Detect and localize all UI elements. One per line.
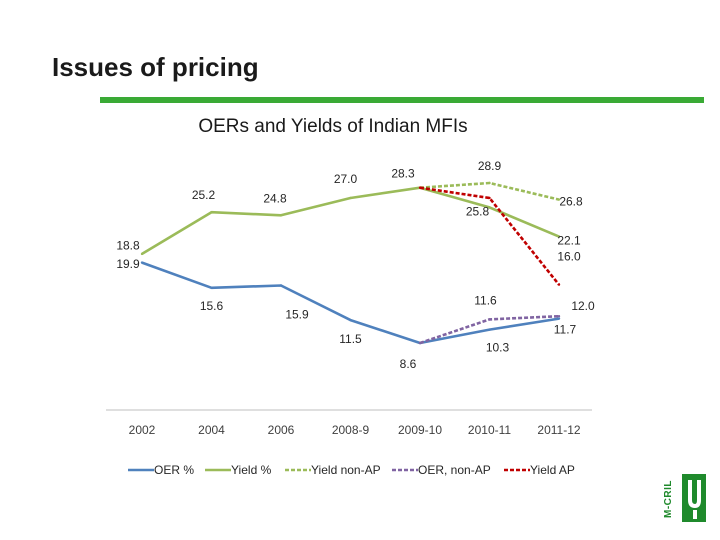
data-label: 18.8 (116, 239, 140, 253)
data-point (488, 318, 491, 321)
data-label: 8.6 (400, 357, 417, 371)
data-point (557, 317, 561, 320)
page-title: Issues of pricing (52, 52, 259, 82)
chart-title: OERs and Yields of Indian MFIs (198, 116, 468, 137)
data-point (557, 283, 561, 286)
data-label: 15.6 (200, 299, 224, 313)
data-point (488, 206, 491, 209)
mcril-logo-icon (664, 470, 708, 526)
data-label: 25.2 (192, 188, 216, 202)
data-point (210, 210, 213, 214)
data-point (488, 328, 491, 331)
data-point (349, 196, 352, 200)
data-label: 11.7 (554, 323, 577, 337)
data-label: 22.1 (557, 234, 581, 248)
data-point (418, 186, 422, 189)
legend-label: Yield non-AP (311, 463, 381, 477)
data-point (557, 235, 561, 238)
data-label: 15.9 (285, 307, 309, 321)
data-point (279, 214, 283, 217)
x-tick-label: 2010-11 (468, 423, 511, 437)
data-point (557, 198, 561, 201)
data-point (488, 181, 491, 185)
x-tick-label: 2006 (268, 423, 295, 437)
data-point (140, 252, 144, 256)
data-label: 12.0 (571, 299, 595, 313)
data-point (279, 284, 283, 287)
data-label: 28.3 (391, 167, 415, 181)
x-tick-label: 2008-9 (332, 423, 370, 437)
data-label: 11.5 (339, 332, 362, 346)
legend-label: OER % (154, 463, 194, 477)
legend-label: Yield AP (530, 463, 575, 477)
x-tick-label: 2004 (198, 423, 225, 437)
data-label: 26.8 (559, 195, 583, 209)
series-line (419, 186, 561, 286)
data-point (349, 318, 352, 322)
data-label: 25.8 (466, 204, 490, 218)
x-tick-label: 2011-12 (537, 423, 580, 437)
data-point (557, 315, 561, 318)
x-tick-label: 2009-10 (398, 423, 442, 437)
data-point (140, 261, 144, 264)
data-label: 27.0 (334, 172, 358, 186)
data-label: 19.9 (116, 257, 140, 271)
data-label: 10.3 (486, 341, 510, 355)
data-label: 28.9 (478, 159, 502, 173)
data-point (210, 286, 213, 290)
x-tick-label: 2002 (129, 423, 156, 437)
data-point (418, 341, 422, 345)
data-label: 11.6 (474, 293, 497, 307)
title-rule (100, 97, 704, 103)
data-point (488, 196, 491, 200)
data-label: 24.8 (263, 191, 287, 205)
legend-label: OER, non-AP (418, 463, 491, 477)
legend-label: Yield % (231, 463, 272, 477)
data-label: 16.0 (557, 250, 581, 264)
logo-text: M-CRIL (663, 480, 674, 518)
